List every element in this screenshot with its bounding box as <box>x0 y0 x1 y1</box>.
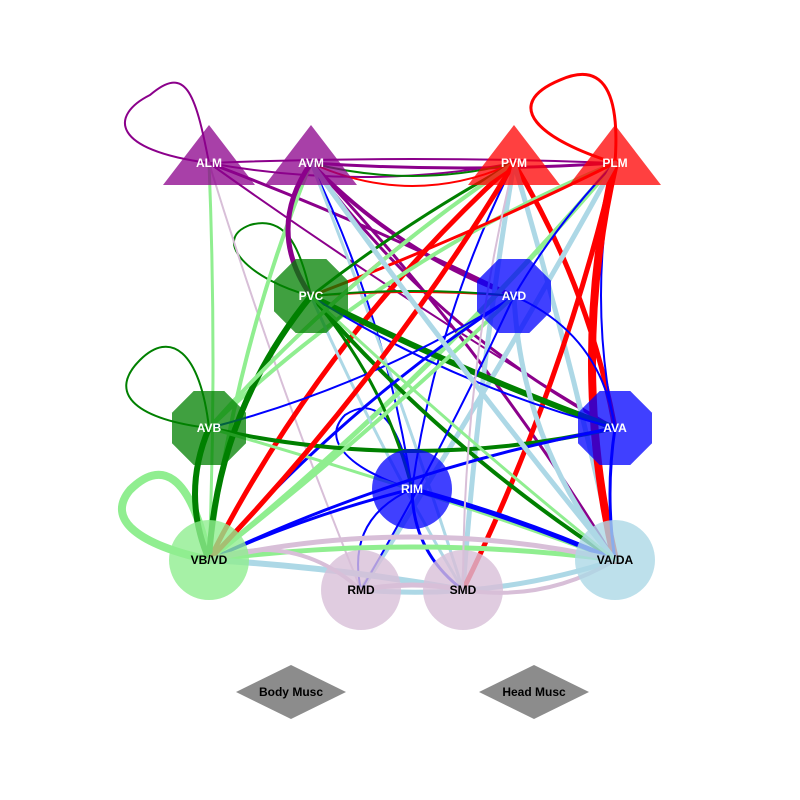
edge-plm-to-smd <box>460 160 618 593</box>
node-avm[interactable]: AVM <box>265 125 357 185</box>
node-rmd-shape <box>321 550 401 630</box>
edge-vada-to-avm <box>308 160 618 563</box>
node-pvc-label: PVC <box>299 289 324 303</box>
node-rmd[interactable]: RMD <box>321 550 401 630</box>
edge-alm-to-rmd <box>208 162 362 591</box>
node-ava[interactable]: AVA <box>578 391 652 465</box>
node-rim-label: RIM <box>401 482 423 496</box>
node-plm-label: PLM <box>602 156 627 170</box>
node-vada-label: VA/DA <box>597 553 634 567</box>
node-head-shape <box>479 665 589 719</box>
node-avd-shape <box>477 259 551 333</box>
edge-pvc-to-vada <box>309 294 617 562</box>
node-head-label: Head Musc <box>502 685 566 699</box>
node-ava-label: AVA <box>603 421 627 435</box>
node-rim-shape <box>372 449 452 529</box>
edge-alm-to-pvm <box>208 162 515 178</box>
node-rmd-label: RMD <box>347 583 375 597</box>
edge-vbvd-to-avd <box>207 294 516 562</box>
edge-avm-to-smd <box>309 161 465 592</box>
node-smd[interactable]: SMD <box>423 550 503 630</box>
edge-pvc-to-pvc <box>233 222 312 297</box>
node-pvm-label: PVM <box>501 156 527 170</box>
node-vada-shape <box>575 520 655 600</box>
edge-vbvd-to-vbvd <box>117 470 213 564</box>
edge-ava-to-pvc <box>310 295 616 429</box>
edge-vbvd-to-pvm <box>206 160 517 563</box>
node-plm-shape <box>569 125 661 185</box>
node-vbvd-label: VB/VD <box>191 553 228 567</box>
node-avm-label: AVM <box>298 156 324 170</box>
edge-vada-to-pvc <box>309 294 617 562</box>
node-ava-shape <box>578 391 652 465</box>
edge-avm-to-plm <box>309 161 617 170</box>
edge-plm-to-avb <box>207 161 617 430</box>
node-rim[interactable]: RIM <box>372 449 452 529</box>
node-vbvd-shape <box>169 520 249 600</box>
node-pvm[interactable]: PVM <box>468 125 560 185</box>
edge-alm-to-alm <box>124 81 210 164</box>
node-alm-shape <box>163 125 255 185</box>
node-alm-label: ALM <box>196 156 222 170</box>
node-smd-shape <box>423 550 503 630</box>
node-vbvd[interactable]: VB/VD <box>169 520 249 600</box>
node-vada[interactable]: VA/DA <box>575 520 655 600</box>
node-body[interactable]: Body Musc <box>236 665 346 719</box>
edge-vbvd-to-vada <box>206 544 618 563</box>
edge-avm-to-vada <box>309 161 617 562</box>
node-plm[interactable]: PLM <box>569 125 661 185</box>
edge-avb-to-pvm <box>207 161 516 430</box>
edge-avd-to-rmd <box>360 295 515 591</box>
node-avb[interactable]: AVB <box>172 391 246 465</box>
edge-pvm-to-rim <box>411 162 515 490</box>
node-pvc[interactable]: PVC <box>274 259 348 333</box>
edge-avb-to-avb <box>125 345 210 429</box>
node-avd-label: AVD <box>502 289 527 303</box>
node-avb-label: AVB <box>197 421 222 435</box>
edge-alm-to-plm <box>208 158 616 164</box>
edge-smd-to-pvm <box>461 162 515 591</box>
node-body-shape <box>236 665 346 719</box>
node-alm[interactable]: ALM <box>163 125 255 185</box>
node-pvc-shape <box>274 259 348 333</box>
node-avm-shape <box>265 125 357 185</box>
edge-pvc-to-smd <box>309 294 465 592</box>
nodes-layer: ALM AVM PVM PLM PVC AVD AVB AVA RIM VB/VD VA/DA RMD… <box>163 125 661 719</box>
node-avd[interactable]: AVD <box>477 259 551 333</box>
node-pvm-shape <box>468 125 560 185</box>
node-body-label: Body Musc <box>259 685 323 699</box>
edge-alm-to-vbvd <box>207 161 215 562</box>
edge-avm-to-rim <box>310 162 413 490</box>
edge-pvm-to-vbvd <box>206 160 517 563</box>
node-smd-label: SMD <box>450 583 477 597</box>
node-avb-shape <box>172 391 246 465</box>
node-head[interactable]: Head Musc <box>479 665 589 719</box>
edge-plm-to-plm <box>529 73 618 165</box>
